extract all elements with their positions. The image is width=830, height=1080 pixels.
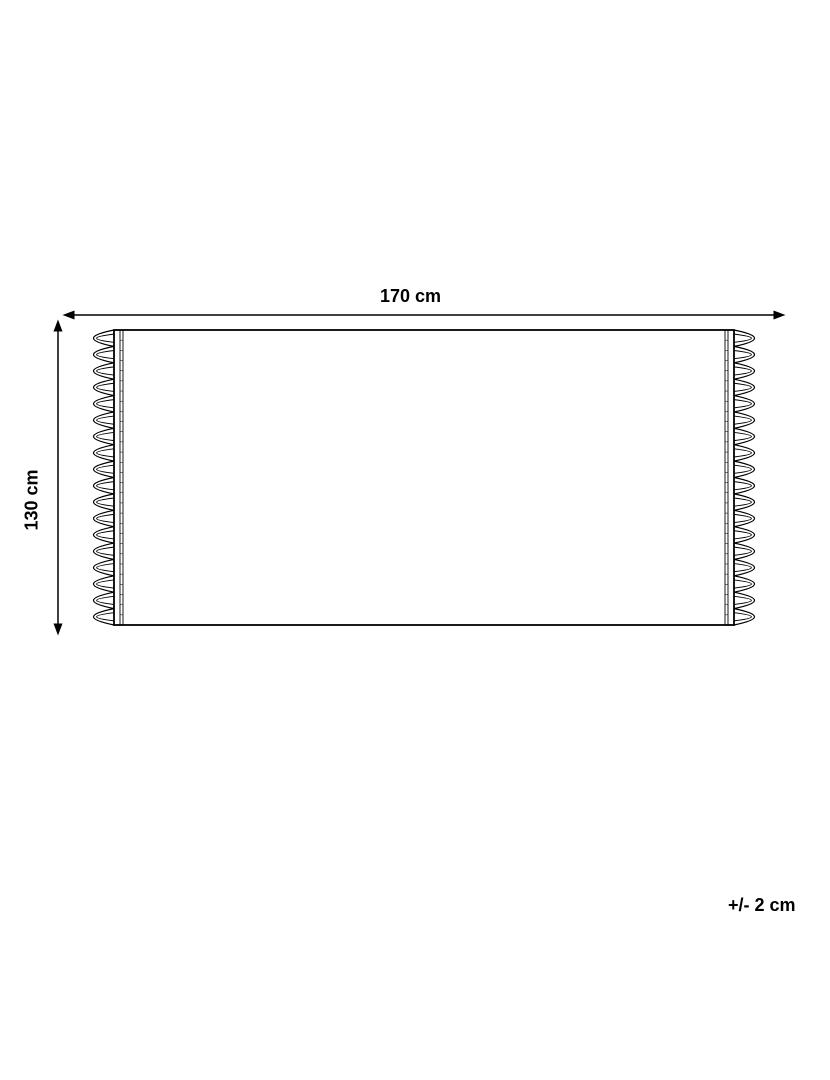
diagram-container: 170 cm 130 cm +/- 2 cm: [0, 0, 830, 1080]
tolerance-label: +/- 2 cm: [728, 895, 796, 916]
height-dimension-label: 130 cm: [22, 469, 43, 530]
width-dimension-label: 170 cm: [380, 286, 441, 307]
diagram-svg: [0, 0, 830, 1080]
